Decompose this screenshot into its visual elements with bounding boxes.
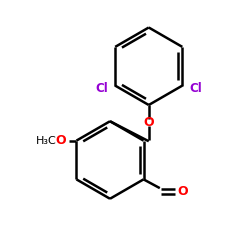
Text: H₃C: H₃C [36, 136, 56, 145]
Text: O: O [144, 116, 154, 129]
Text: Cl: Cl [190, 82, 202, 94]
Text: Cl: Cl [95, 82, 108, 94]
Text: O: O [56, 134, 66, 147]
Text: O: O [177, 185, 188, 198]
